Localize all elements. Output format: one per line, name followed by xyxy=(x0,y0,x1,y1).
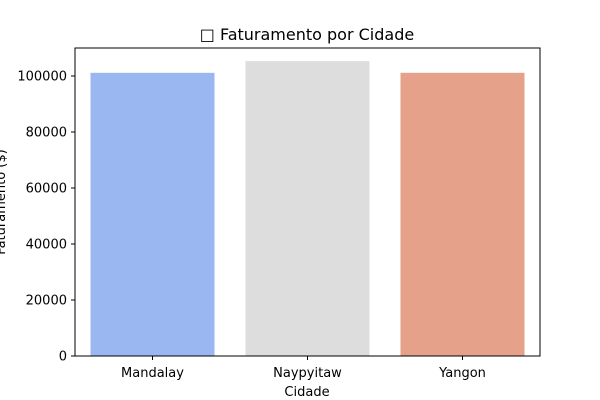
y-tick-label: 40000 xyxy=(26,238,67,253)
y-axis: 0 20000 40000 60000 80000 100000 xyxy=(17,70,75,365)
x-tick-label: Mandalay xyxy=(121,366,184,381)
y-tick-label: 20000 xyxy=(26,294,67,309)
y-tick-label: 0 xyxy=(59,350,67,365)
y-axis-label: Faturamento ($) xyxy=(0,149,9,254)
bar-mandalay xyxy=(90,72,215,356)
x-tick-label: Naypyitaw xyxy=(273,366,342,381)
y-tick-label: 100000 xyxy=(17,70,67,85)
y-tick-label: 60000 xyxy=(26,182,67,197)
x-tick-label: Yangon xyxy=(438,366,486,381)
chart-title: □ Faturamento por Cidade xyxy=(200,25,414,44)
x-axis-label: Cidade xyxy=(284,385,329,400)
y-tick-label: 80000 xyxy=(26,126,67,141)
x-axis: Mandalay Naypyitaw Yangon xyxy=(121,356,486,381)
bar-naypyitaw xyxy=(245,61,370,356)
bars-layer xyxy=(90,61,525,356)
bar-yangon xyxy=(400,72,525,356)
